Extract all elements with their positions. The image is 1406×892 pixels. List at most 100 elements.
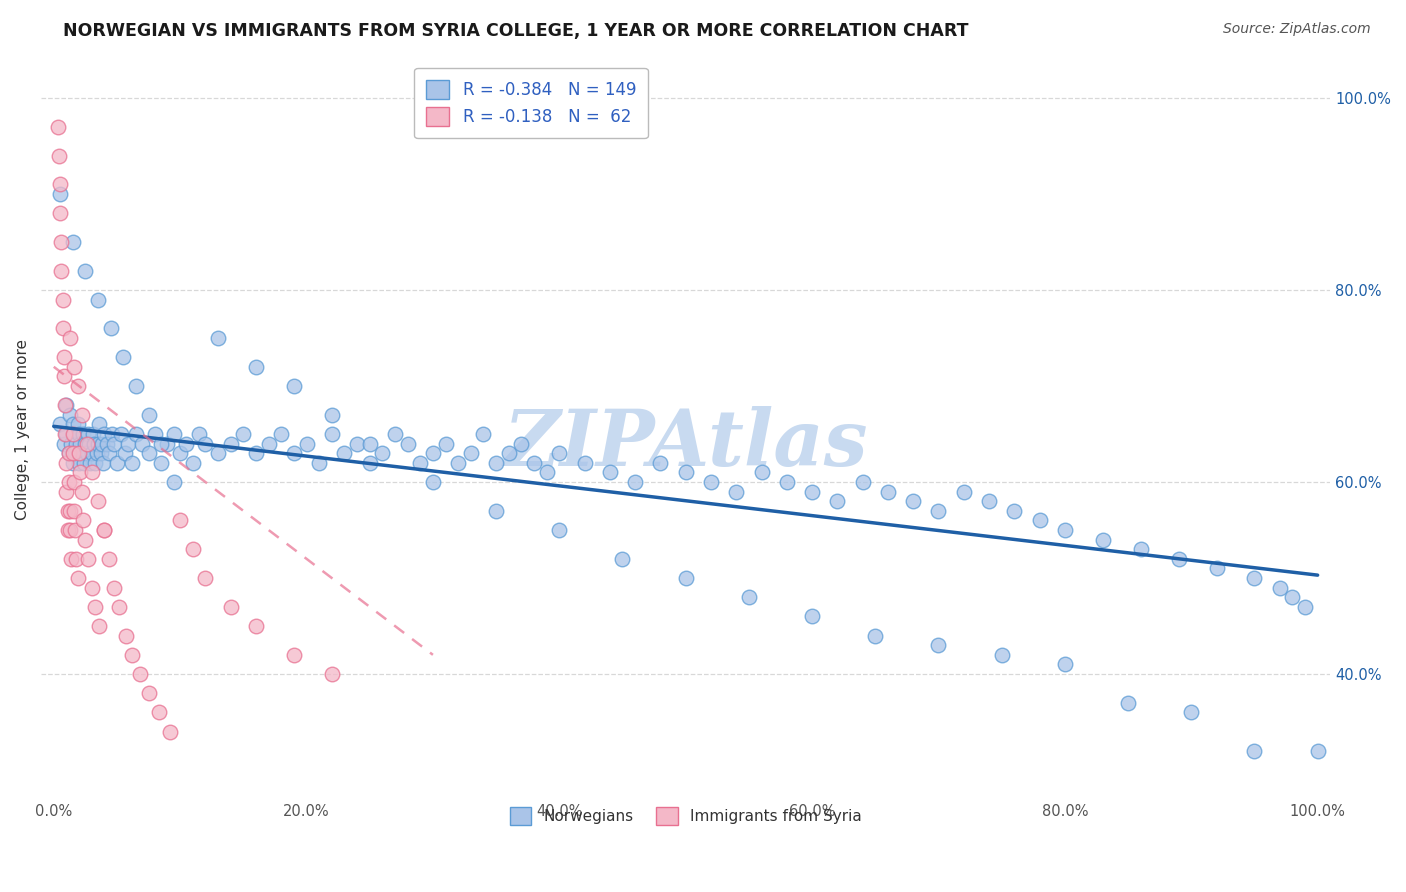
Point <box>219 436 242 450</box>
Point <box>86 446 108 460</box>
Point <box>60 551 83 566</box>
Point <box>1205 561 1227 575</box>
Point <box>599 466 621 480</box>
Point <box>283 648 305 662</box>
Point <box>574 456 596 470</box>
Point <box>283 379 305 393</box>
Point <box>52 436 75 450</box>
Point <box>156 436 179 450</box>
Point <box>51 264 73 278</box>
Point <box>73 456 96 470</box>
Point <box>128 667 150 681</box>
Point <box>148 706 170 720</box>
Point <box>93 523 115 537</box>
Point <box>498 446 520 460</box>
Point <box>321 427 343 442</box>
Point <box>472 427 495 442</box>
Point <box>58 446 80 460</box>
Point <box>82 427 104 442</box>
Point <box>46 120 69 134</box>
Point <box>1167 551 1189 566</box>
Point <box>194 436 217 450</box>
Point <box>77 436 100 450</box>
Point <box>93 427 115 442</box>
Point <box>72 513 94 527</box>
Point <box>121 648 143 662</box>
Point <box>333 446 356 460</box>
Point <box>138 446 160 460</box>
Point <box>98 551 121 566</box>
Point <box>58 446 80 460</box>
Point <box>67 446 90 460</box>
Point <box>232 427 254 442</box>
Point <box>977 494 1000 508</box>
Point <box>650 456 672 470</box>
Point <box>98 446 121 460</box>
Point <box>163 427 186 442</box>
Point <box>434 436 457 450</box>
Point <box>827 494 849 508</box>
Point <box>852 475 875 489</box>
Point <box>952 484 974 499</box>
Point <box>49 417 72 432</box>
Point <box>675 571 697 585</box>
Point <box>725 484 748 499</box>
Point <box>63 475 86 489</box>
Point <box>346 436 368 450</box>
Text: Source: ZipAtlas.com: Source: ZipAtlas.com <box>1223 22 1371 37</box>
Point <box>62 235 84 249</box>
Point <box>901 494 924 508</box>
Point <box>103 436 125 450</box>
Point <box>359 456 381 470</box>
Point <box>990 648 1012 662</box>
Point <box>422 475 444 489</box>
Point <box>55 398 77 412</box>
Point <box>87 436 110 450</box>
Point <box>384 427 406 442</box>
Point <box>72 427 94 442</box>
Point <box>1053 523 1076 537</box>
Point <box>67 456 90 470</box>
Point <box>776 475 799 489</box>
Point <box>1294 599 1316 614</box>
Point <box>62 417 84 432</box>
Point <box>283 446 305 460</box>
Point <box>207 331 229 345</box>
Point <box>308 456 330 470</box>
Point <box>89 619 111 633</box>
Point <box>53 398 76 412</box>
Point <box>1243 744 1265 758</box>
Point <box>80 466 103 480</box>
Point <box>49 206 72 220</box>
Point <box>62 427 84 442</box>
Point <box>48 148 70 162</box>
Point <box>1091 533 1114 547</box>
Point <box>927 638 949 652</box>
Point <box>87 494 110 508</box>
Point <box>359 436 381 450</box>
Point <box>103 581 125 595</box>
Point <box>125 379 148 393</box>
Point <box>62 446 84 460</box>
Point <box>159 724 181 739</box>
Point <box>55 427 77 442</box>
Point <box>76 436 98 450</box>
Point <box>70 408 93 422</box>
Point <box>801 609 824 624</box>
Point <box>110 427 132 442</box>
Point <box>1129 542 1152 557</box>
Point <box>80 581 103 595</box>
Point <box>56 504 79 518</box>
Point <box>51 235 73 249</box>
Point <box>181 542 204 557</box>
Point <box>485 504 508 518</box>
Point <box>60 436 83 450</box>
Point <box>150 436 173 450</box>
Point <box>79 456 101 470</box>
Point <box>58 475 80 489</box>
Point <box>865 629 887 643</box>
Point <box>59 331 82 345</box>
Point <box>245 619 267 633</box>
Point <box>1053 657 1076 672</box>
Point <box>65 446 87 460</box>
